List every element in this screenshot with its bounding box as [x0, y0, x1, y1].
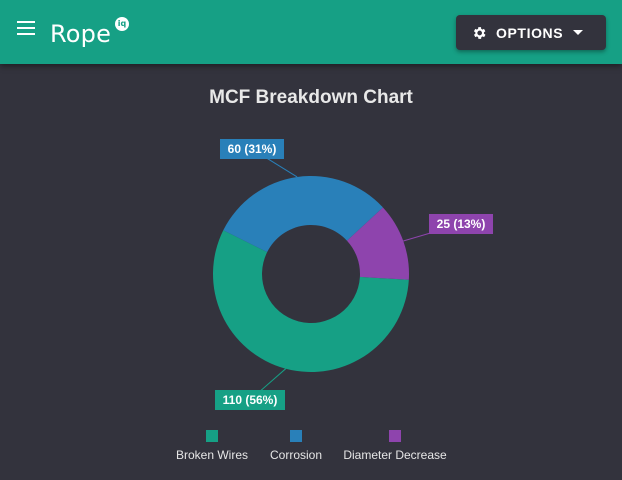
chart-title: MCF Breakdown Chart: [209, 87, 413, 108]
data-label-corrosion: 60 (31%): [220, 139, 284, 159]
slice-corrosion[interactable]: [223, 176, 383, 253]
options-button[interactable]: OPTIONS: [456, 15, 606, 50]
legend-swatch: [206, 430, 218, 442]
legend-item-diameter-decrease[interactable]: Diameter Decrease: [340, 430, 450, 462]
legend-item-corrosion[interactable]: Corrosion: [241, 430, 351, 462]
data-label-text: 25 (13%): [437, 217, 486, 231]
data-label-text: 60 (31%): [228, 142, 277, 156]
logo-badge: iq: [115, 17, 129, 31]
data-label-broken-wires: 110 (56%): [215, 390, 285, 410]
slice-broken-wires[interactable]: [213, 230, 409, 373]
data-label-diameter-decrease: 25 (13%): [429, 214, 493, 234]
caret-down-icon: [573, 30, 583, 35]
options-label: OPTIONS: [496, 25, 564, 41]
gear-icon: [473, 27, 486, 39]
legend-item-broken-wires[interactable]: Broken Wires: [157, 430, 267, 462]
legend-label: Broken Wires: [175, 448, 249, 462]
legend-label: Diameter Decrease: [343, 448, 447, 462]
app-header: Rope iq OPTIONS: [0, 0, 622, 64]
donut-chart: 110 (56%) 60 (31%) 25 (13%): [213, 139, 493, 410]
logo-text: Rope: [50, 20, 112, 48]
legend-swatch: [389, 430, 401, 442]
slice-diameter-decrease[interactable]: [346, 207, 409, 280]
data-label-text: 110 (56%): [223, 393, 278, 407]
legend-label: Corrosion: [269, 448, 323, 462]
hamburger-menu-icon[interactable]: [16, 19, 38, 37]
legend-swatch: [290, 430, 302, 442]
